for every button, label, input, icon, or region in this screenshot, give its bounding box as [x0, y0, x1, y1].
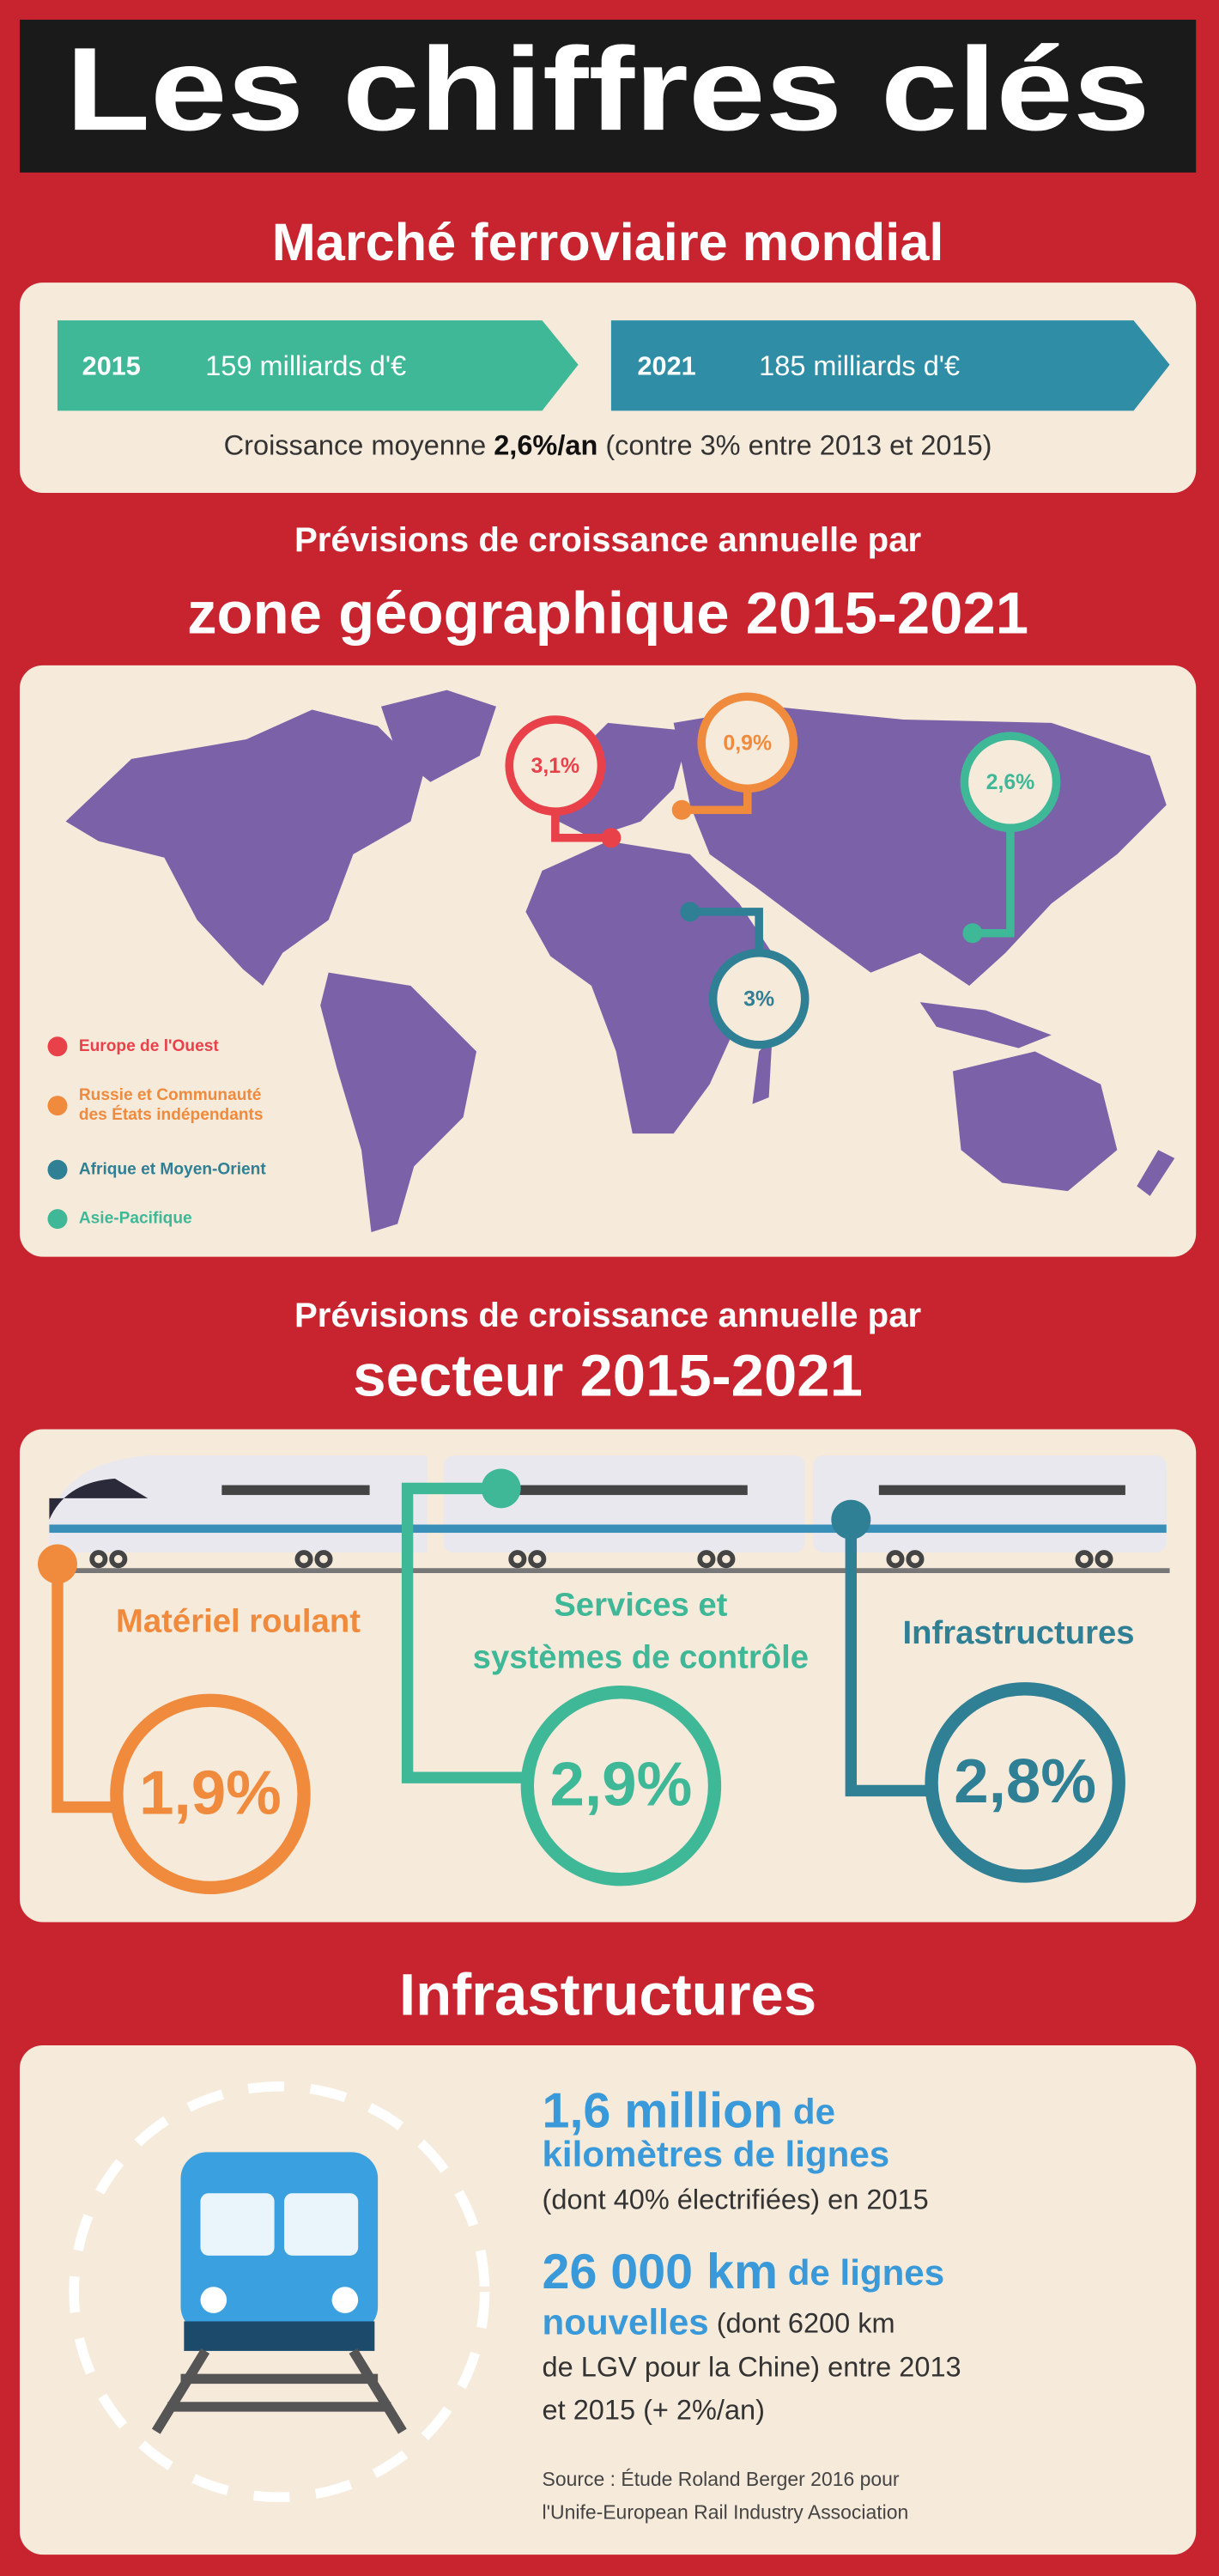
- connector: [689, 908, 763, 950]
- title: Les chiffres clés: [66, 23, 1150, 155]
- legend-label: des États indépendants: [79, 1105, 264, 1124]
- fact-line: 1,6 million de: [543, 2084, 835, 2139]
- fact-line: kilomètres de lignes: [543, 2134, 890, 2174]
- legend-dot: [47, 1209, 68, 1230]
- source: Source : Étude Roland Berger 2016 pour: [543, 2468, 900, 2490]
- fact-line: 26 000 km de lignes: [543, 2245, 945, 2300]
- fact-text: de: [783, 2092, 835, 2132]
- connector: [682, 792, 752, 815]
- fact-line: de LGV pour la Chine) entre 2013: [543, 2352, 961, 2383]
- rate-circle: [520, 1686, 722, 1886]
- rate-circle: [960, 732, 1061, 833]
- connector: [551, 814, 611, 842]
- legend-label: Afrique et Moyen-Orient: [79, 1160, 266, 1178]
- growth: Croissance moyenne 2,6%/an (contre 3% en…: [224, 429, 992, 460]
- fact-line: nouvelles (dont 6200 km: [543, 2301, 895, 2342]
- legend-label: Russie et Communauté: [79, 1086, 262, 1104]
- rate: 3,1%: [531, 754, 580, 778]
- connector: [845, 1519, 931, 1797]
- fact-line: et 2015 (+ 2%/an): [543, 2394, 765, 2425]
- connector: [401, 1482, 526, 1783]
- year: 2021: [638, 352, 696, 381]
- rate-circle: [110, 1693, 311, 1894]
- legend-label: Europe de l'Ouest: [79, 1037, 220, 1055]
- fact-text: nouvelles: [543, 2301, 709, 2342]
- sector-rate: 2,8%: [954, 1747, 1096, 1816]
- sector-name: Infrastructures: [902, 1614, 1134, 1651]
- section-subheading: Prévisions de croissance annuelle par: [294, 520, 922, 559]
- rate: 3%: [743, 987, 774, 1012]
- source: l'Unife-European Rail Industry Associati…: [543, 2500, 909, 2523]
- world-map: [65, 690, 1175, 1232]
- growth-rate: 2,6%/an: [494, 429, 597, 460]
- title-box: [19, 19, 1197, 173]
- sector-rate: 2,9%: [550, 1750, 693, 1820]
- connector-dot: [680, 902, 700, 922]
- growth-suffix: (contre 3% entre 2013 et 2015): [597, 429, 992, 460]
- amount: 159 milliards d'€: [205, 350, 406, 381]
- sector-rate: 1,9%: [139, 1758, 282, 1827]
- year: 2015: [82, 352, 141, 381]
- rate: 0,9%: [723, 731, 772, 755]
- fact-highlight: 1,6 million: [543, 2084, 784, 2139]
- sector-name: systèmes de contrôle: [473, 1639, 809, 1676]
- connector-dot: [38, 1544, 77, 1584]
- section-heading: secteur 2015-2021: [353, 1342, 863, 1408]
- section-heading: Infrastructures: [399, 1962, 816, 2028]
- rate-circle: [925, 1682, 1125, 1883]
- connector: [972, 831, 1015, 938]
- fact-text: de lignes: [778, 2252, 944, 2293]
- connector-dot: [831, 1499, 871, 1540]
- arrow: [610, 320, 1170, 411]
- connector: [52, 1564, 115, 1814]
- fact-text: (dont 6200 km: [709, 2307, 895, 2338]
- connector-dot: [601, 828, 622, 848]
- rate: 2,6%: [986, 770, 1035, 794]
- connector-dot: [671, 799, 692, 820]
- sector-name: Matériel roulant: [116, 1602, 361, 1639]
- sector-name: Services et: [554, 1586, 727, 1623]
- section-heading: zone géographique 2015-2021: [187, 580, 1028, 647]
- connector-dot: [481, 1468, 521, 1509]
- train: [49, 1455, 1170, 1573]
- fact-line: (dont 40% électrifiées) en 2015: [543, 2184, 929, 2215]
- connector-dot: [962, 923, 983, 944]
- rate-circle: [697, 692, 798, 793]
- growth-prefix: Croissance moyenne: [224, 429, 494, 460]
- legend-dot: [47, 1096, 68, 1116]
- rate-circle: [708, 948, 810, 1049]
- fact-highlight: 26 000 km: [543, 2245, 778, 2300]
- arrow: [57, 320, 579, 411]
- legend-label: Asie-Pacifique: [79, 1210, 192, 1228]
- section-subheading: Prévisions de croissance annuelle par: [294, 1296, 922, 1334]
- legend-dot: [47, 1159, 68, 1180]
- train-icon: [69, 2081, 490, 2502]
- rate-circle: [505, 715, 606, 816]
- legend-dot: [47, 1036, 68, 1057]
- amount: 185 milliards d'€: [759, 350, 960, 381]
- section-heading: Marché ferroviaire mondial: [272, 213, 944, 271]
